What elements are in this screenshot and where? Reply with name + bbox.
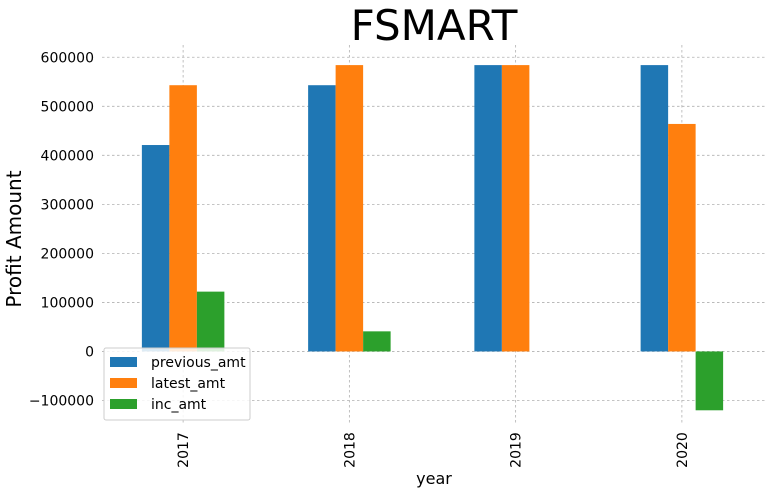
x-tick-label: 2018	[342, 432, 358, 468]
bar-latest-amt-2018	[335, 65, 364, 352]
y-tick-label: 0	[85, 344, 94, 360]
legend-label-inc-amt: inc_amt	[151, 397, 207, 413]
bar-latest-amt-2019	[501, 65, 530, 352]
y-tick-label: −100000	[29, 393, 94, 409]
y-axis-ticks: −100000 0 100000 200000 300000 400000 500000 60…	[29, 50, 94, 409]
x-tick-label: 2020	[675, 432, 691, 468]
legend-swatch-previous-amt	[110, 357, 137, 367]
x-axis-ticks: 2017 2018 2019 2020	[176, 432, 691, 468]
y-tick-label: 500000	[41, 99, 94, 115]
legend-label-latest-amt: latest_amt	[151, 376, 226, 392]
x-tick-label: 2019	[509, 432, 525, 468]
y-tick-label: 400000	[41, 148, 94, 164]
legend: previous_amt latest_amt inc_amt	[103, 347, 251, 421]
y-tick-label: 600000	[41, 50, 94, 66]
bar-inc-amt-2018	[363, 331, 391, 352]
bars	[141, 65, 724, 411]
y-tick-label: 300000	[41, 197, 94, 213]
x-tick-label: 2017	[176, 432, 192, 468]
bar-inc-amt-2017	[196, 291, 225, 352]
legend-label-previous-amt: previous_amt	[151, 355, 246, 371]
chart-title: FSMART	[351, 1, 518, 50]
legend-swatch-inc-amt	[110, 399, 137, 409]
bar-previous-amt-2017	[141, 145, 170, 352]
legend-swatch-latest-amt	[110, 378, 137, 388]
y-axis-label: Profit Amount	[2, 170, 26, 307]
bar-previous-amt-2018	[308, 85, 336, 352]
bar-latest-amt-2020	[668, 123, 696, 352]
y-tick-label: 100000	[41, 295, 94, 311]
bar-latest-amt-2017	[169, 85, 197, 352]
bar-previous-amt-2019	[474, 65, 502, 352]
bar-previous-amt-2020	[640, 65, 669, 352]
x-axis-label: year	[416, 469, 452, 488]
legend-box	[103, 347, 251, 421]
y-tick-label: 200000	[41, 246, 94, 262]
bar-inc-amt-2020	[695, 351, 724, 411]
